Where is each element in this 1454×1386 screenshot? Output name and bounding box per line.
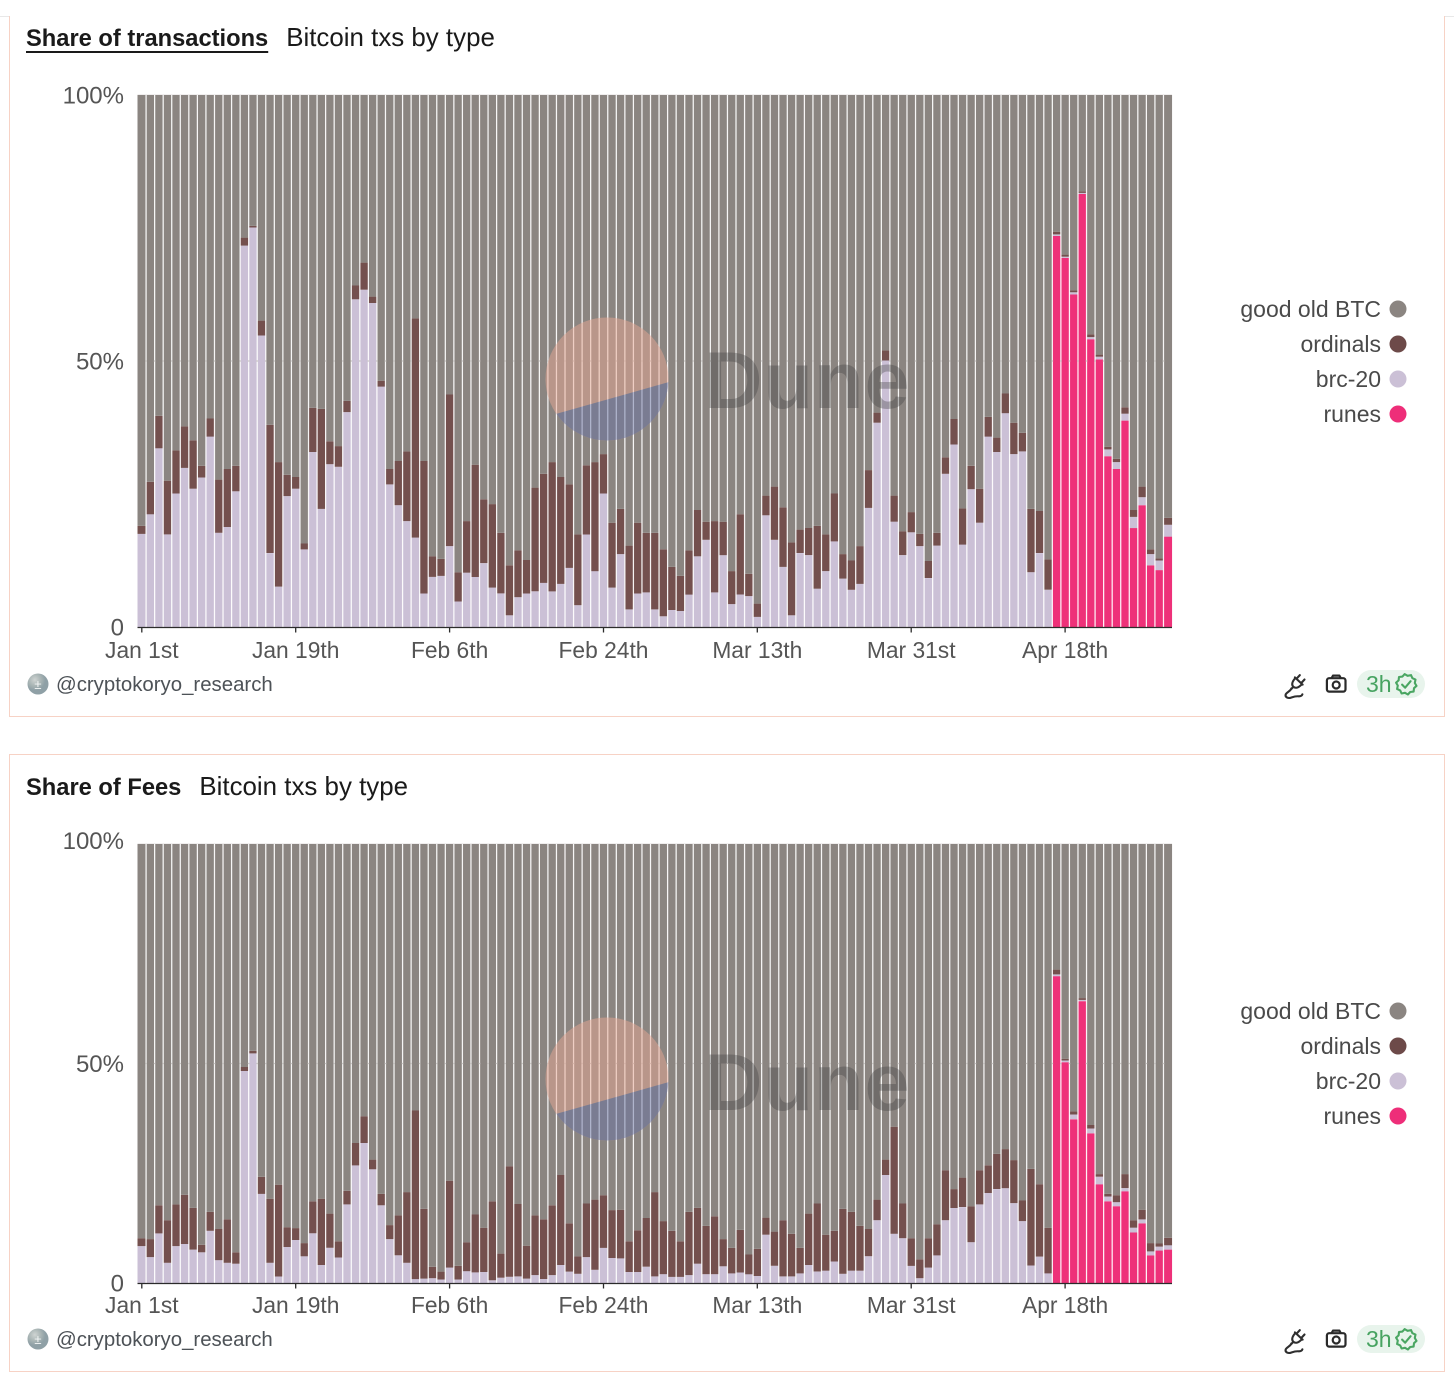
svg-text:±: ± — [34, 1332, 41, 1347]
svg-text:50%: 50% — [76, 349, 124, 376]
svg-text:@cryptokoryo_research: @cryptokoryo_research — [56, 674, 273, 696]
svg-text:Feb 24th: Feb 24th — [559, 637, 649, 663]
svg-text:ordinals: ordinals — [1300, 1033, 1381, 1059]
svg-text:Feb 6th: Feb 6th — [411, 1292, 488, 1318]
svg-text:runes: runes — [1323, 1103, 1381, 1129]
svg-text:Jan 1st: Jan 1st — [105, 637, 179, 663]
svg-text:100%: 100% — [63, 828, 124, 855]
svg-text:@cryptokoryo_research: @cryptokoryo_research — [56, 1329, 273, 1351]
svg-text:brc-20: brc-20 — [1316, 366, 1381, 392]
svg-text:Feb 6th: Feb 6th — [411, 637, 488, 663]
svg-text:Dune: Dune — [704, 1038, 911, 1128]
svg-text:Jan 19th: Jan 19th — [252, 1292, 339, 1318]
svg-text:3h: 3h — [1366, 1326, 1392, 1352]
svg-text:good old BTC: good old BTC — [1240, 296, 1381, 322]
svg-text:Mar 31st: Mar 31st — [867, 637, 956, 663]
svg-text:Feb 24th: Feb 24th — [559, 1292, 649, 1318]
svg-text:Dune: Dune — [704, 336, 911, 426]
svg-text:3h: 3h — [1366, 671, 1392, 697]
svg-text:Mar 13th: Mar 13th — [712, 637, 802, 663]
svg-text:Jan 19th: Jan 19th — [252, 637, 339, 663]
svg-text:Jan 1st: Jan 1st — [105, 1292, 179, 1318]
svg-text:brc-20: brc-20 — [1316, 1068, 1381, 1094]
svg-text:100%: 100% — [63, 83, 124, 110]
svg-text:0: 0 — [111, 615, 124, 642]
svg-text:ordinals: ordinals — [1300, 331, 1381, 357]
svg-text:Apr 18th: Apr 18th — [1022, 1292, 1108, 1318]
svg-text:Mar 31st: Mar 31st — [867, 1292, 956, 1318]
svg-text:±: ± — [34, 677, 41, 692]
svg-text:runes: runes — [1323, 401, 1381, 427]
svg-text:Apr 18th: Apr 18th — [1022, 637, 1108, 663]
svg-text:0: 0 — [111, 1271, 124, 1298]
svg-text:50%: 50% — [76, 1051, 124, 1078]
svg-text:good old BTC: good old BTC — [1240, 998, 1381, 1024]
svg-text:Mar 13th: Mar 13th — [712, 1292, 802, 1318]
